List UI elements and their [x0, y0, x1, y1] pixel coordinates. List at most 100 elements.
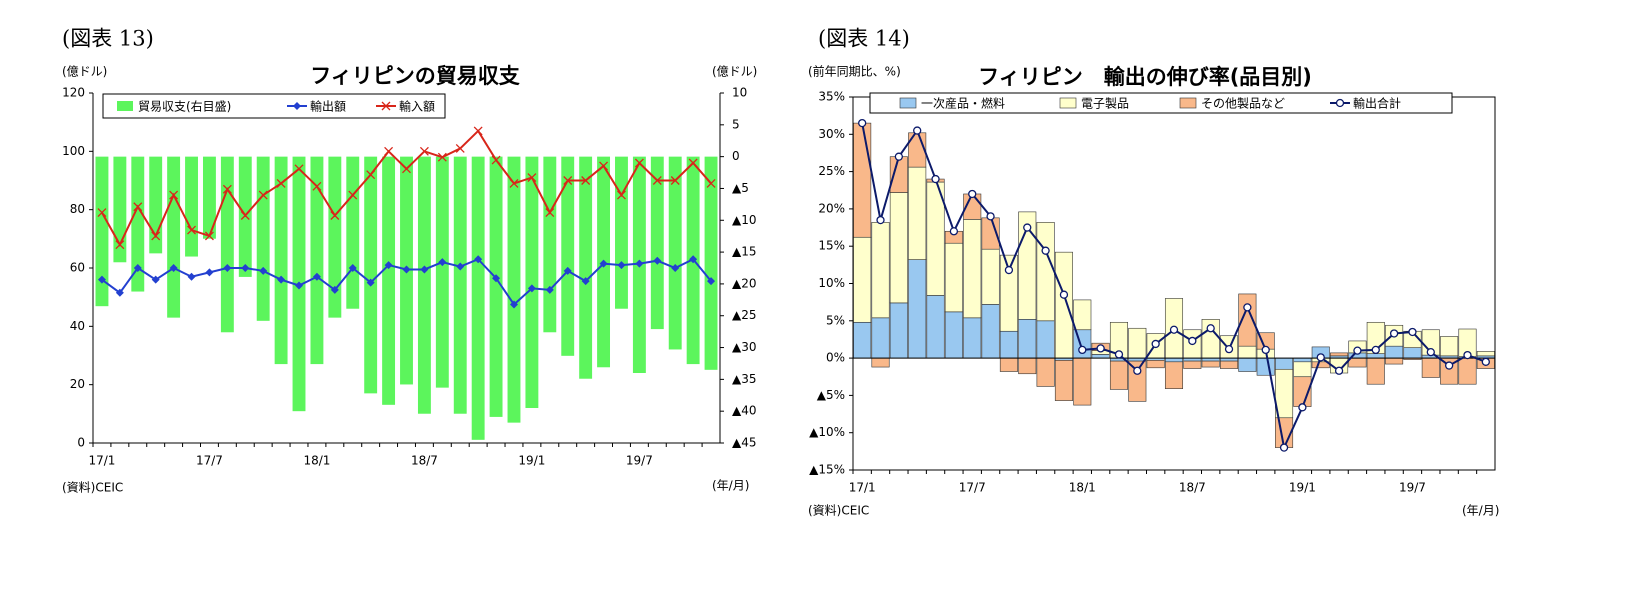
bar [889, 192, 908, 304]
x-unit: (年/月) [712, 479, 749, 493]
marker [151, 231, 161, 241]
marker [1426, 347, 1435, 357]
legend-label: 輸出額 [310, 99, 346, 114]
chart-title: フィリピン 輸出の伸び率(品目別) [978, 65, 1312, 89]
y-tick-label: 40 [70, 319, 85, 333]
marker [295, 281, 304, 290]
marker [707, 277, 716, 286]
y-unit: (億ドル) [62, 65, 107, 79]
bar [650, 156, 664, 330]
bar [1091, 354, 1110, 359]
bar [1164, 361, 1184, 389]
marker [222, 184, 232, 194]
marker [968, 189, 977, 199]
bar [1054, 360, 1073, 401]
marker [293, 102, 301, 110]
x-tick-label: 17/7 [196, 454, 223, 468]
marker [1371, 345, 1380, 355]
marker [1206, 324, 1215, 333]
marker [151, 275, 160, 284]
marker [1096, 344, 1105, 353]
y-tick-label: 15% [818, 239, 845, 253]
marker [169, 190, 179, 200]
figure-label: (図表 13) [62, 27, 154, 51]
bar [1238, 357, 1257, 372]
marker [1059, 290, 1069, 299]
bar [417, 156, 431, 414]
bar [1293, 361, 1312, 378]
bar [346, 156, 360, 309]
marker [1078, 345, 1087, 355]
bar [704, 156, 718, 370]
bar [579, 156, 593, 379]
marker [931, 174, 940, 184]
y-tick-label: ▲15% [809, 463, 845, 477]
marker [97, 275, 106, 284]
marker [652, 176, 662, 185]
bar [1330, 352, 1349, 357]
y2-tick-label: ▲10 [732, 213, 757, 227]
bar [1146, 360, 1165, 369]
marker [384, 146, 394, 156]
x-tick-label: 17/7 [959, 481, 986, 495]
bar [149, 156, 163, 254]
figure-label: (図表 14) [818, 27, 910, 51]
bar [1366, 357, 1385, 385]
bar [889, 302, 908, 359]
y-tick-label: 120 [62, 86, 85, 100]
bar [1385, 345, 1404, 359]
y2-tick-label: 10 [732, 86, 747, 100]
bar [1220, 360, 1239, 369]
bar [853, 122, 872, 238]
marker [366, 170, 376, 180]
marker [545, 285, 554, 294]
y2-tick-label: 0 [732, 149, 740, 163]
marker [1353, 346, 1362, 355]
marker [419, 146, 429, 156]
bar [1201, 360, 1220, 368]
marker [474, 255, 483, 264]
marker [1481, 357, 1490, 366]
x-unit: (年/月) [1462, 504, 1499, 518]
marker [1041, 246, 1050, 255]
bar [202, 156, 216, 239]
bar [944, 242, 963, 313]
bar [871, 357, 890, 368]
bar [1458, 357, 1477, 385]
bar [668, 156, 682, 350]
marker [634, 158, 644, 168]
x-tick-label: 18/1 [303, 454, 330, 468]
marker [581, 277, 590, 286]
marker [858, 118, 867, 128]
marker [330, 285, 339, 294]
y2-tick-label: ▲35 [732, 372, 757, 386]
marker [527, 284, 536, 293]
bar [561, 156, 575, 356]
bar [328, 156, 342, 318]
marker [913, 126, 922, 135]
bar [1073, 357, 1092, 406]
x-tick-label: 19/7 [1399, 481, 1426, 495]
y-tick-label: 5% [826, 313, 845, 327]
bar [926, 295, 945, 359]
bar [1238, 345, 1257, 359]
bar [1036, 357, 1055, 387]
bar [1275, 357, 1294, 370]
marker [491, 155, 501, 165]
marker [563, 176, 573, 185]
marker [240, 211, 250, 220]
marker [276, 178, 286, 188]
y-tick-label: 100 [62, 144, 85, 158]
bar [1054, 251, 1073, 359]
marker [1335, 98, 1345, 108]
bar [908, 259, 927, 359]
marker [312, 272, 321, 281]
legend-label: 輸出合計 [1353, 96, 1401, 111]
marker [97, 208, 107, 218]
y-tick-label: ▲5% [817, 388, 845, 402]
x-tick-label: 19/1 [518, 454, 545, 468]
marker [241, 264, 250, 272]
y-tick-label: 35% [818, 90, 845, 104]
marker [1298, 403, 1307, 412]
